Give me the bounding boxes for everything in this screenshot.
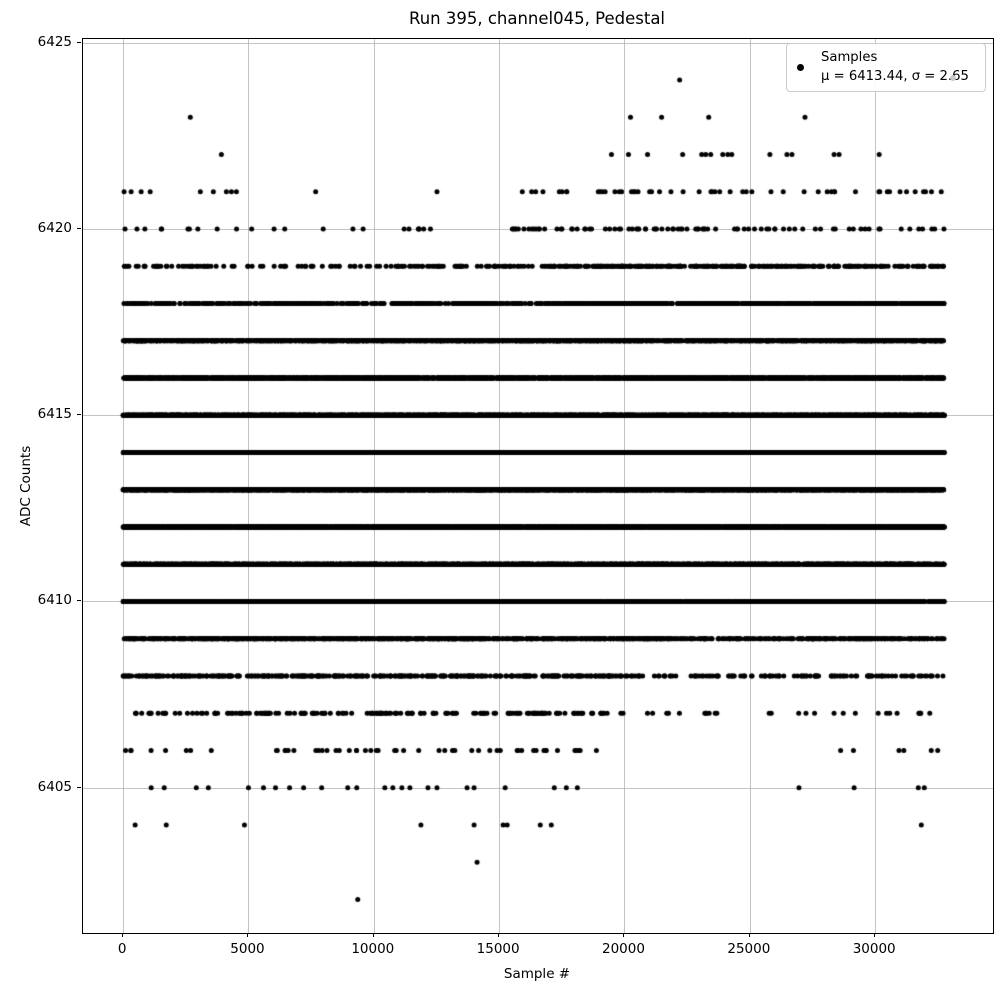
y-tick-label: 6405 (37, 778, 72, 795)
y-axis-title: ADC Counts (18, 445, 34, 527)
x-tick-mark (122, 933, 124, 937)
legend: Samples μ = 6413.44, σ = 2.65 (786, 43, 986, 93)
x-tick-mark (748, 933, 750, 937)
x-tick-label: 30000 (852, 941, 896, 957)
legend-faint-dot-icon (950, 75, 956, 81)
y-tick-label: 6410 (37, 592, 72, 609)
y-tick-label: 6415 (37, 406, 72, 423)
x-tick-label: 0 (117, 941, 127, 957)
chart-title: Run 395, channel045, Pedestal (408, 9, 666, 28)
y-tick-mark (77, 41, 81, 43)
x-tick-mark (623, 933, 625, 937)
x-tick-mark (247, 933, 249, 937)
y-tick-label: 6420 (37, 219, 72, 236)
y-tick-mark (77, 414, 81, 416)
y-tick-mark (77, 227, 81, 229)
x-tick-mark (874, 933, 876, 937)
x-tick-label: 5000 (230, 941, 265, 957)
legend-samples-label: Samples (821, 50, 878, 65)
x-tick-mark (372, 933, 374, 937)
x-tick-mark (498, 933, 500, 937)
y-tick-mark (77, 786, 81, 788)
scatter-points (83, 39, 993, 933)
x-tick-label: 15000 (476, 941, 520, 957)
y-tick-mark (77, 600, 81, 602)
plot-area: Samples μ = 6413.44, σ = 2.65 (82, 38, 994, 934)
x-tick-label: 10000 (351, 941, 395, 957)
legend-stats-label: μ = 6413.44, σ = 2.65 (821, 68, 969, 84)
x-tick-label: 20000 (602, 941, 645, 957)
legend-row: Samples μ = 6413.44, σ = 2.65 (797, 49, 977, 86)
y-tick-label: 6425 (37, 33, 72, 50)
x-axis-title: Sample # (503, 966, 571, 982)
legend-texts: Samples μ = 6413.44, σ = 2.65 (821, 49, 969, 86)
legend-sample-marker-icon (797, 64, 804, 72)
x-tick-label: 25000 (727, 941, 771, 957)
